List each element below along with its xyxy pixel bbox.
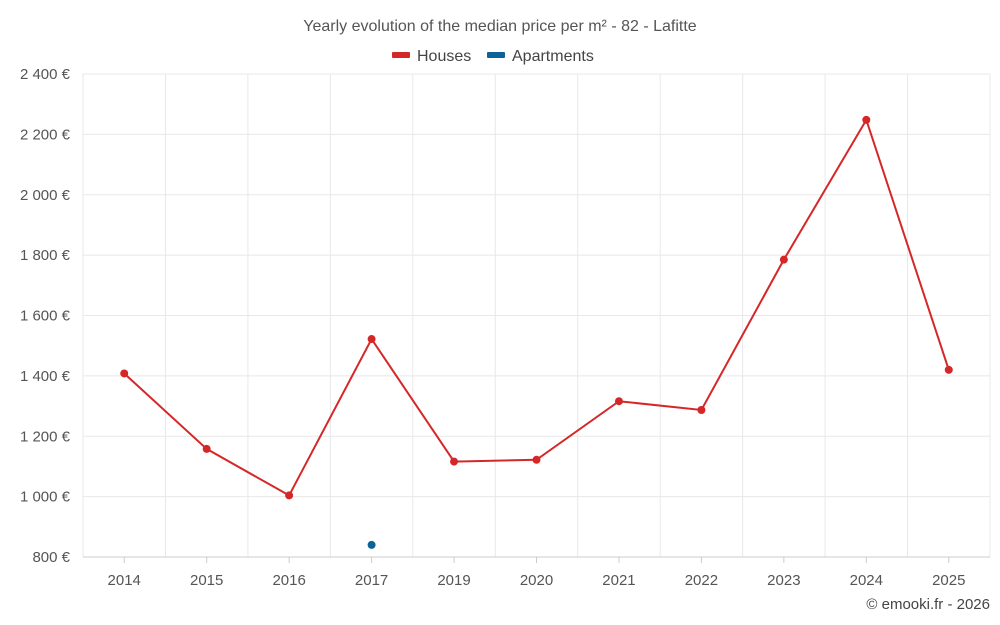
x-tick-label: 2024 (850, 572, 883, 589)
x-tick-label: 2017 (355, 572, 388, 589)
grid (82, 73, 991, 557)
legend-swatch-houses (392, 52, 410, 58)
credit-text: © emooki.fr - 2026 (866, 596, 990, 613)
y-tick-label: 2 200 € (20, 126, 71, 143)
y-tick-label: 1 200 € (20, 428, 71, 445)
legend-label-apartments[interactable]: Apartments (512, 48, 594, 65)
y-tick-label: 1 400 € (20, 368, 71, 385)
y-tick-label: 1 800 € (20, 247, 71, 264)
legend-swatch-apartments (487, 52, 505, 58)
x-tick-label: 2025 (932, 572, 965, 589)
legend-label-houses[interactable]: Houses (417, 48, 471, 65)
x-axis: 2014 2015 2016 2017 2019 2020 2021 2022 2023 2024… (83, 556, 990, 589)
data-point-houses[interactable] (450, 457, 459, 466)
y-tick-label: 2 000 € (20, 187, 71, 204)
y-tick-label: 2 400 € (20, 66, 71, 83)
x-tick-label: 2016 (272, 572, 305, 589)
data-point-houses[interactable] (862, 115, 871, 124)
legend: Houses Apartments (392, 48, 594, 65)
x-tick-label: 2019 (437, 572, 470, 589)
y-axis: 800 € 1 000 € 1 200 € 1 400 € 1 600 € 1 800 €… (20, 66, 71, 566)
data-point-houses[interactable] (779, 255, 788, 264)
chart-title: Yearly evolution of the median price per… (303, 18, 696, 35)
data-point-houses[interactable] (367, 335, 376, 344)
x-tick-label: 2015 (190, 572, 223, 589)
x-tick-label: 2023 (767, 572, 800, 589)
data-point-houses[interactable] (614, 397, 623, 406)
data-point-houses[interactable] (285, 491, 294, 500)
y-tick-label: 1 000 € (20, 489, 71, 506)
data-point-houses[interactable] (697, 405, 706, 414)
data-point-houses[interactable] (532, 455, 541, 464)
y-tick-label: 1 600 € (20, 308, 71, 325)
data-point-houses[interactable] (202, 444, 211, 453)
x-tick-label: 2020 (520, 572, 553, 589)
series-layer (120, 115, 953, 549)
data-point-houses[interactable] (944, 365, 953, 374)
data-point-apartments[interactable] (367, 540, 376, 549)
x-tick-label: 2014 (108, 572, 141, 589)
x-tick-label: 2022 (685, 572, 718, 589)
data-point-houses[interactable] (120, 369, 129, 378)
y-tick-label: 800 € (32, 549, 70, 566)
x-tick-label: 2021 (602, 572, 635, 589)
